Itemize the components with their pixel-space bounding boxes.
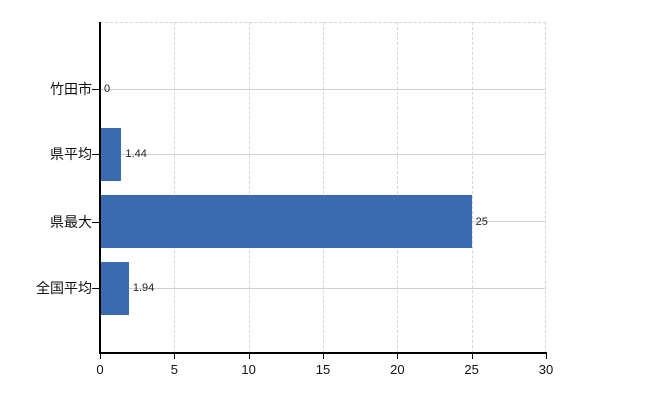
y-axis-line: [99, 22, 101, 354]
y-tick: [92, 288, 100, 289]
category-label: 県最大: [50, 213, 92, 230]
category-label: 竹田市: [50, 81, 92, 97]
category-label: 県平均: [50, 146, 92, 162]
y-tick: [92, 154, 100, 155]
gridline-h: [100, 153, 546, 155]
bar: [101, 127, 122, 181]
x-tick: [397, 354, 399, 359]
x-tick: [546, 354, 547, 359]
bar-value-label: 25: [475, 215, 488, 228]
x-tick: [248, 354, 250, 359]
bar-value-label: 1.94: [132, 282, 155, 294]
gridline-v: [397, 22, 399, 353]
gridline-v: [323, 22, 324, 353]
x-tick-label: 30: [538, 362, 554, 377]
x-tick-label: 15: [315, 362, 331, 377]
y-tick: [92, 89, 100, 90]
gridline-v: [471, 22, 473, 353]
gridline-v: [248, 22, 250, 353]
x-tick-label: 0: [96, 362, 104, 377]
bar-value-label: 0: [104, 83, 111, 95]
x-tick-label: 25: [464, 362, 479, 377]
bar-value-label: 1.44: [125, 148, 147, 160]
gridline-h: [100, 287, 546, 289]
gridline-v: [174, 22, 176, 353]
x-tick: [323, 354, 324, 359]
x-tick-label: 20: [390, 362, 405, 377]
category-label: 全国平均: [36, 280, 92, 296]
x-tick-label: 10: [241, 362, 256, 377]
gridline-h: [100, 88, 546, 90]
x-tick: [174, 354, 176, 359]
x-axis-line: [99, 352, 547, 354]
bar: [101, 261, 129, 315]
x-tick-label: 5: [170, 362, 178, 377]
x-tick: [471, 354, 473, 359]
y-tick: [92, 221, 100, 223]
bar: [101, 195, 472, 248]
x-tick: [100, 354, 101, 359]
